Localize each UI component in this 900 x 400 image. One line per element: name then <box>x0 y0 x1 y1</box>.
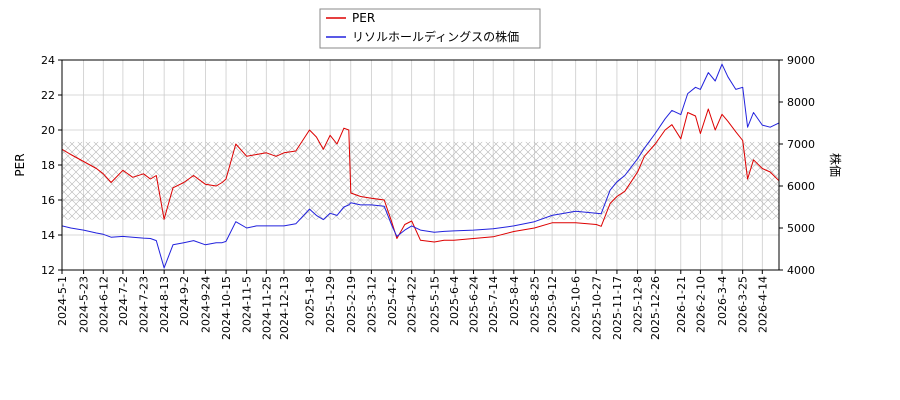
left-tick-label: 16 <box>41 194 55 207</box>
hatched-band-rect <box>62 141 779 220</box>
x-tick-label: 2025-12-8 <box>632 276 645 333</box>
x-tick-label: 2025-7-14 <box>487 276 500 333</box>
x-tick-label: 2026-3-25 <box>737 276 750 333</box>
left-tick-label: 22 <box>41 89 55 102</box>
x-tick-label: 2025-9-12 <box>546 276 559 333</box>
left-axis-title: PER <box>13 153 27 176</box>
x-tick-label: 2024-12-13 <box>278 276 291 340</box>
x-tick-label: 2025-10-27 <box>590 276 603 340</box>
x-tick-label: 2025-11-17 <box>611 276 624 340</box>
x-tick-label: 2026-2-10 <box>694 276 707 333</box>
x-tick-label: 2024-11-25 <box>260 276 273 340</box>
x-tick-label: 2024-6-12 <box>97 276 110 333</box>
x-tick-label: 2024-5-23 <box>78 276 91 333</box>
left-tick-label: 12 <box>41 264 55 277</box>
right-tick-label: 9000 <box>787 54 815 67</box>
x-tick-label: 2024-9-2 <box>178 276 191 326</box>
x-axis: 2024-5-1 2024-5-23 2024-6-12 2024-7-2 2024-7… <box>56 270 769 340</box>
x-tick-label: 2024-9-24 <box>199 276 212 333</box>
x-tick-label: 2024-8-13 <box>158 276 171 333</box>
x-tick-label: 2025-1-29 <box>324 276 337 333</box>
right-tick-label: 5000 <box>787 222 815 235</box>
x-tick-label: 2026-3-4 <box>716 276 729 326</box>
x-tick-label: 2025-1-8 <box>304 276 317 326</box>
x-tick-label: 2024-7-23 <box>138 276 151 333</box>
x-tick-label: 2026-1-21 <box>675 276 688 333</box>
right-tick-label: 4000 <box>787 264 815 277</box>
x-tick-label: 2025-10-6 <box>570 276 583 333</box>
legend: PER リソルホールディングスの株価 <box>319 8 541 49</box>
right-axis-title: 株価 <box>828 153 843 177</box>
right-axis: 4000 5000 6000 7000 8000 9000 <box>779 54 815 277</box>
series-layer <box>62 63 779 269</box>
x-tick-label: 2024-11-5 <box>241 276 254 333</box>
x-tick-label: 2025-4-2 <box>386 276 399 326</box>
x-tick-label: 2024-10-15 <box>220 276 233 340</box>
x-tick-label: 2025-5-15 <box>428 276 441 333</box>
x-tick-label: 2024-7-2 <box>117 276 130 326</box>
right-tick-label: 8000 <box>787 96 815 109</box>
x-tick-label: 2025-6-4 <box>448 276 461 326</box>
left-tick-label: 18 <box>41 159 55 172</box>
x-tick-label: 2025-3-12 <box>365 276 378 333</box>
x-tick-label: 2025-8-4 <box>508 276 521 326</box>
legend-label-per: PER <box>352 11 375 25</box>
x-tick-label: 2025-6-24 <box>468 276 481 333</box>
right-tick-label: 6000 <box>787 180 815 193</box>
x-tick-label: 2025-4-22 <box>406 276 419 333</box>
x-tick-label: 2025-8-25 <box>528 276 541 333</box>
legend-box <box>319 8 541 49</box>
legend-label-price: リソルホールディングスの株価 <box>352 29 519 44</box>
x-tick-label: 2024-5-1 <box>56 276 69 326</box>
hatched-band <box>62 141 779 220</box>
right-tick-label: 7000 <box>787 138 815 151</box>
left-axis: 12 14 16 18 20 22 24 <box>41 54 62 277</box>
x-tick-label: 2026-4-14 <box>756 276 769 333</box>
x-tick-label: 2025-2-19 <box>345 276 358 333</box>
left-tick-label: 20 <box>41 124 55 137</box>
left-tick-label: 14 <box>41 229 55 242</box>
x-tick-label: 2025-12-26 <box>649 276 662 340</box>
stock-price-series-line <box>62 63 779 269</box>
left-tick-label: 24 <box>41 54 55 67</box>
